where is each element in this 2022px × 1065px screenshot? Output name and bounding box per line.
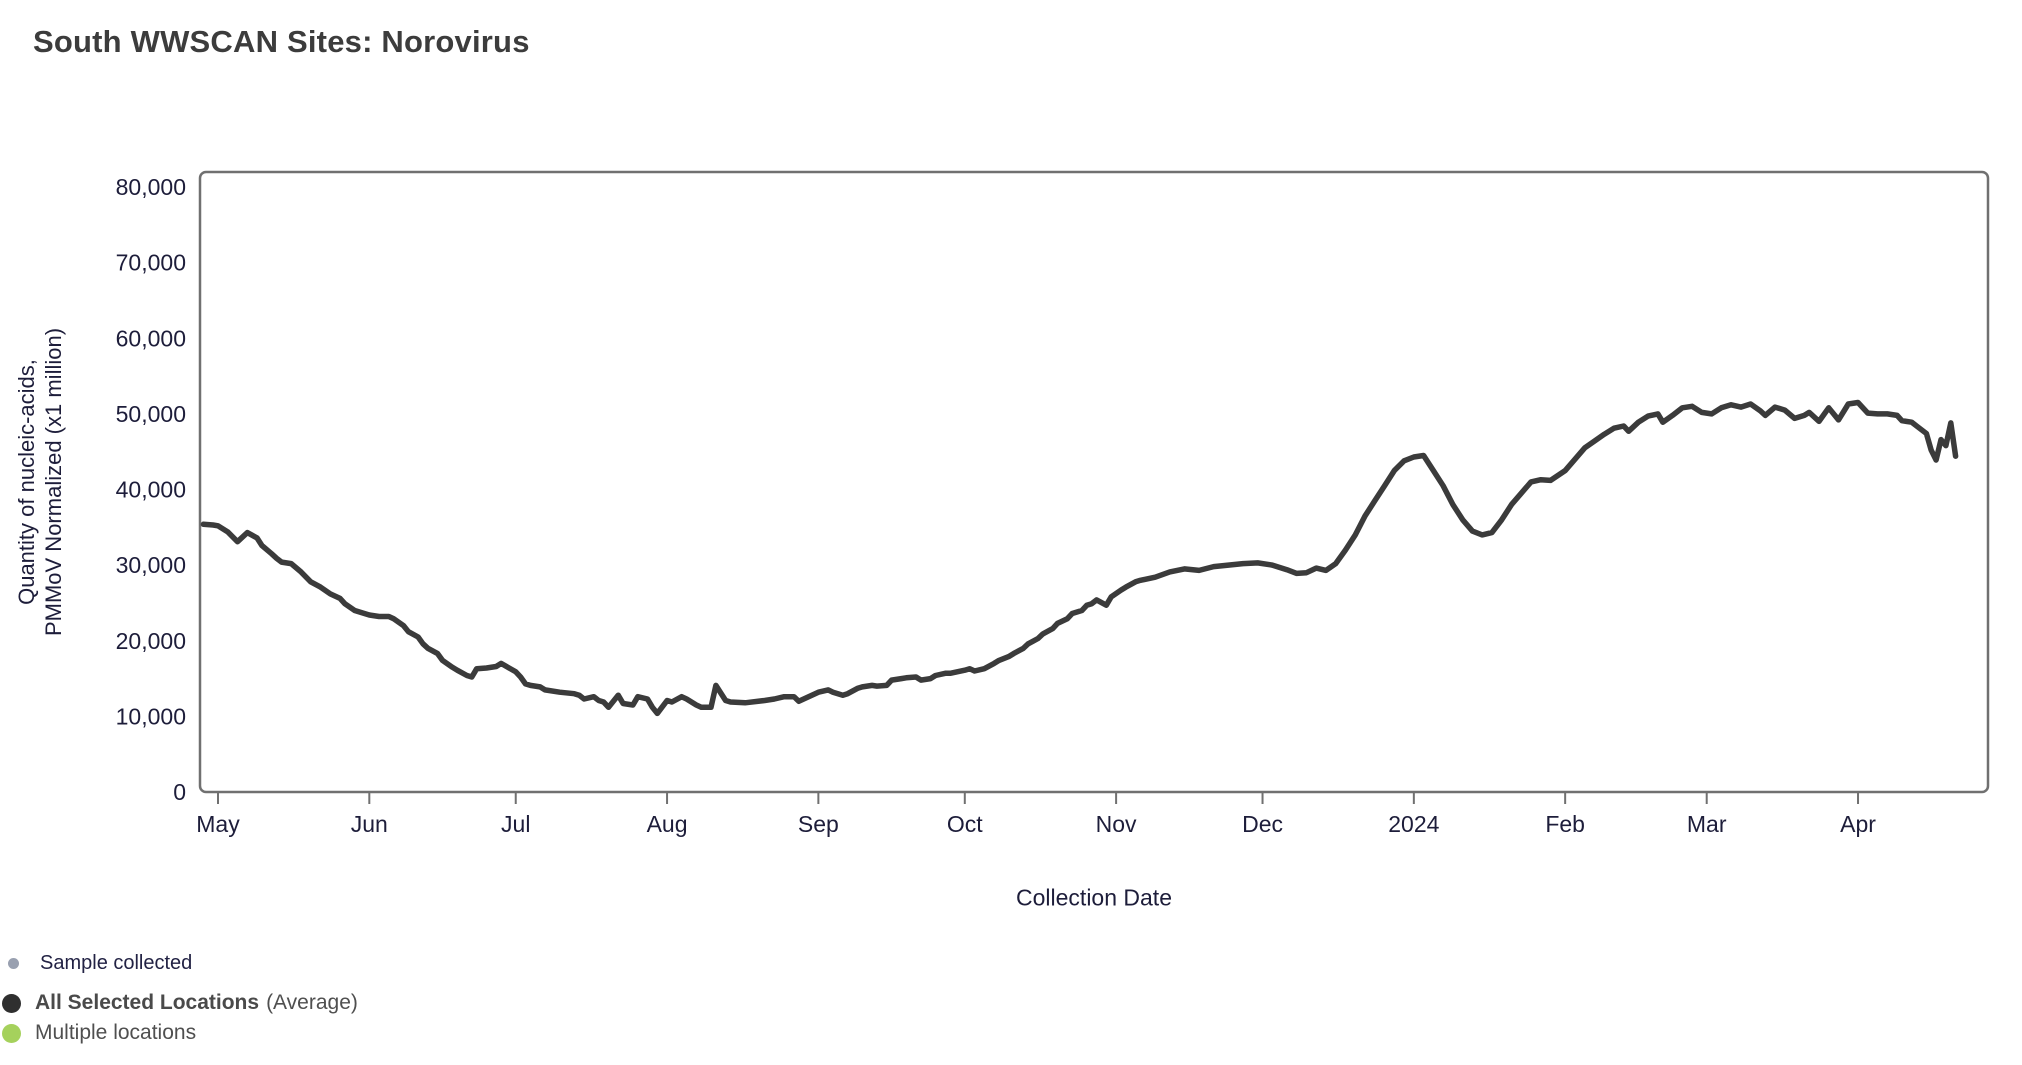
legend-average-label: All Selected Locations bbox=[35, 991, 260, 1014]
x-tick-label: Jul bbox=[501, 811, 530, 837]
legend-sample-label: Sample collected bbox=[40, 951, 193, 974]
average-line-dot-icon bbox=[2, 993, 21, 1013]
x-tick-label: Feb bbox=[1545, 811, 1585, 837]
y-tick-label: 50,000 bbox=[116, 401, 186, 427]
y-axis-title: Quantity of nucleic-acids, PMMoV Normali… bbox=[13, 328, 67, 636]
x-tick-label: Sep bbox=[798, 811, 839, 837]
x-tick-label: Dec bbox=[1242, 811, 1283, 837]
y-tick-label: 10,000 bbox=[116, 703, 186, 729]
average-trend-line[interactable] bbox=[200, 399, 1959, 717]
legend-item-all-selected-locations: All Selected Locations (Average) bbox=[2, 988, 600, 1018]
sample-collected-dot-icon bbox=[8, 957, 19, 969]
x-tick-label: 2024 bbox=[1388, 811, 1439, 837]
multiple-locations-dot-icon bbox=[2, 1023, 21, 1043]
x-tick-label: Nov bbox=[1096, 811, 1137, 837]
legend-item-sample-collected: Sample collected bbox=[8, 948, 600, 978]
y-tick-label: 60,000 bbox=[116, 325, 186, 351]
y-tick-label: 80,000 bbox=[116, 174, 186, 200]
y-tick-label: 30,000 bbox=[116, 552, 186, 578]
x-tick-label: Aug bbox=[647, 811, 688, 837]
y-tick-label: 70,000 bbox=[116, 250, 186, 276]
y-tick-label: 40,000 bbox=[116, 477, 186, 503]
chart-legend: Sample collected All Selected Locations … bbox=[0, 948, 600, 1048]
x-tick-label: May bbox=[196, 811, 240, 837]
x-tick-label: Jun bbox=[351, 811, 388, 837]
x-axis-title: Collection Date bbox=[1016, 884, 1172, 911]
x-tick-label: Mar bbox=[1687, 811, 1727, 837]
legend-average-suffix: (Average) bbox=[266, 991, 358, 1014]
y-axis-title-line2: PMMoV Normalized (x1 million) bbox=[41, 327, 66, 637]
y-axis-title-line1: Quantity of nucleic-acids, bbox=[14, 359, 39, 605]
x-tick-label: Oct bbox=[947, 811, 983, 837]
x-tick-label: Apr bbox=[1840, 811, 1876, 837]
y-tick-label: 20,000 bbox=[116, 628, 186, 654]
plot-border bbox=[198, 170, 1990, 794]
legend-multiple-label: Multiple locations bbox=[35, 1021, 197, 1044]
page-title: South WWSCAN Sites: Norovirus bbox=[33, 24, 530, 59]
legend-item-multiple-locations: Multiple locations bbox=[2, 1018, 600, 1048]
y-tick-label: 0 bbox=[173, 779, 186, 805]
